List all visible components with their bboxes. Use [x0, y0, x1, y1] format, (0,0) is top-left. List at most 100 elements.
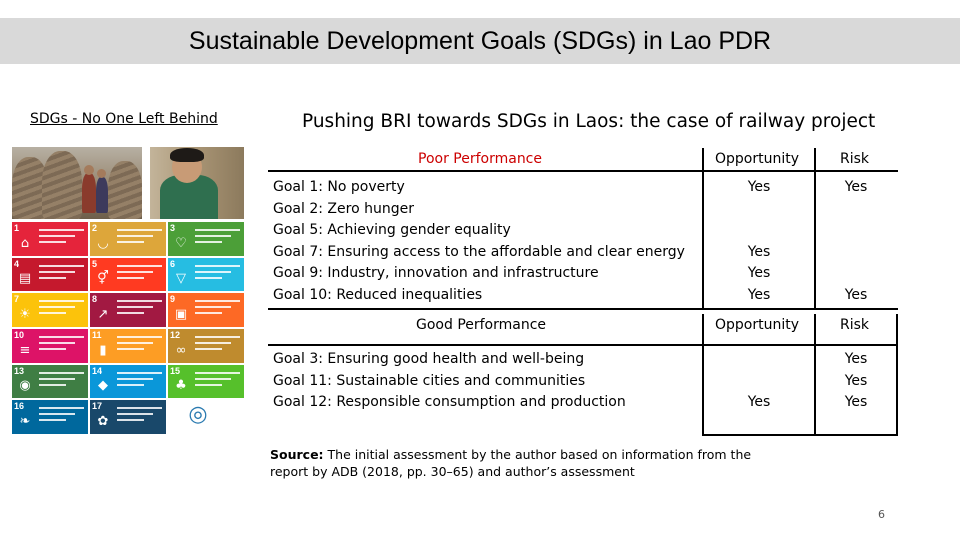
sdg-tile-number: 3	[170, 223, 176, 233]
sdg-tile-3: 3 ♡	[168, 222, 244, 256]
goal-row: Goal 2: Zero hunger	[273, 199, 685, 221]
good-performance-header: Good Performance	[416, 317, 547, 333]
good-opportunity-column: Yes	[704, 349, 814, 414]
sdg-tile-number: 6	[170, 258, 176, 269]
opportunity-cell	[704, 199, 814, 221]
sdg-tile-number: 12	[170, 330, 181, 340]
sdg-wheel-icon: ◎	[188, 401, 208, 427]
sdg-tile-number: 1	[14, 223, 20, 233]
family-icon: ⌂	[20, 235, 30, 251]
goal-text: Responsible consumption and production	[331, 394, 626, 410]
sdg-tile-number: 15	[170, 365, 181, 376]
risk-cell	[816, 220, 896, 242]
sdg-tile-number: 16	[14, 401, 25, 412]
right-heading: Pushing BRI towards SDGs in Laos: the ca…	[302, 111, 876, 132]
sdg-tile-number: 2	[92, 223, 98, 233]
sdg-tile-16: 16 ❧	[12, 400, 88, 434]
goal-text: Industry, innovation and infrastructure	[322, 265, 599, 281]
sdg-tile-11: 11 ▮	[90, 329, 166, 363]
tree-icon: ♣	[175, 378, 187, 394]
sdg-tile-17: 17 ✿	[90, 400, 166, 434]
goal-label: Goal 5:	[273, 222, 323, 238]
sdg-tile-5: 5 ⚥	[90, 257, 166, 292]
risk-cell	[816, 263, 896, 285]
good-risk-column: Yes Yes Yes	[816, 349, 896, 414]
sdg-tile-8: 8 ↗	[90, 293, 166, 327]
risk-header-2: Risk	[840, 317, 870, 333]
poor-opportunity-column: Yes Yes Yes Yes	[704, 177, 814, 306]
sdg-tile-6: 6 ▽	[168, 257, 244, 292]
sdg-tile-14: 14 ◆	[90, 364, 166, 399]
sdg-tile-13: 13 ◉	[12, 364, 88, 399]
opportunity-header-2: Opportunity	[715, 317, 800, 333]
sdg-tile-number: 4	[14, 258, 20, 269]
man-photo	[150, 147, 244, 219]
opportunity-cell	[704, 220, 814, 242]
risk-cell: Yes	[844, 351, 868, 367]
opportunity-cell: Yes	[747, 394, 771, 410]
dove-icon: ❧	[19, 413, 31, 429]
opportunity-cell	[704, 349, 814, 371]
sdg-tile-logo: ◎	[168, 400, 244, 434]
sdg-tile-15: 15 ♣	[168, 364, 244, 399]
goal-row: Goal 9: Industry, innovation and infrast…	[273, 263, 685, 285]
good-goals-list: Goal 3: Ensuring good health and well-be…	[273, 349, 626, 414]
poor-risk-column: Yes Yes	[816, 177, 896, 306]
goal-row: Goal 5: Achieving gender equality	[273, 220, 685, 242]
source-note: Source: The initial assessment by the au…	[270, 446, 770, 480]
flower-icon: ✿	[97, 413, 109, 429]
sdg-tile-7: 7 ☀	[12, 293, 88, 327]
risk-cell: Yes	[844, 286, 868, 303]
goal-label: Goal 11:	[273, 372, 332, 389]
risk-cell	[816, 242, 896, 264]
opportunity-cell: Yes	[747, 179, 771, 195]
goal-row: Goal 12: Responsible consumption and pro…	[273, 392, 626, 414]
goal-text: Achieving gender equality	[322, 222, 511, 238]
goal-text: Zero hunger	[322, 200, 414, 217]
goal-label: Goal 7:	[273, 243, 323, 260]
bowl-icon: ◡	[97, 235, 109, 251]
goal-row: Goal 3: Ensuring good health and well-be…	[273, 349, 626, 371]
book-icon: ▤	[18, 271, 32, 287]
goal-row: Goal 1: No poverty	[273, 177, 685, 199]
sdg-tile-number: 17	[92, 401, 103, 412]
poor-goals-list: Goal 1: No poverty Goal 2: Zero hunger Goa…	[273, 177, 685, 306]
page-number: 6	[878, 508, 885, 521]
sdg-tile-number: 14	[92, 365, 103, 376]
goal-row: Goal 7: Ensuring access to the affordabl…	[273, 242, 685, 264]
opportunity-cell: Yes	[747, 243, 771, 260]
sdg-tile-number: 7	[14, 294, 20, 305]
opportunity-cell: Yes	[747, 286, 771, 303]
goal-text: Ensuring access to the affordable and cl…	[322, 243, 685, 260]
sdg-tile-number: 13	[14, 365, 25, 376]
slide-title: Sustainable Development Goals (SDGs) in …	[188, 26, 772, 55]
goal-label: Goal 3:	[273, 351, 323, 367]
infinity-icon: ∞	[175, 342, 187, 358]
growth-chart-icon: ↗	[97, 306, 109, 322]
buildings-icon: ▮	[99, 342, 107, 358]
goal-label: Goal 1:	[273, 179, 323, 195]
goal-label: Goal 9:	[273, 265, 323, 281]
sdg-goals-grid: 1 ⌂ 2 ◡ 3 ♡ 4 ▤ 5 ⚥ 6 ▽ 7 ☀ 8 ↗ 9 ▣ 10 ≡ 11 ▮ 12 ∞ 13 ◉ 14 ◆ 15 ♣ 16 ❧ 1…	[12, 222, 244, 434]
goal-text: Sustainable cities and communities	[331, 372, 586, 389]
goal-label: Goal 12:	[273, 394, 332, 410]
sdg-tile-10: 10 ≡	[12, 329, 88, 363]
goal-label: Goal 10:	[273, 286, 332, 303]
sdg-tile-2: 2 ◡	[90, 222, 166, 256]
sdg-tile-number: 9	[170, 294, 176, 305]
sdg-tile-12: 12 ∞	[168, 329, 244, 363]
water-icon: ▽	[176, 271, 186, 287]
sdg-tile-4: 4 ▤	[12, 257, 88, 292]
goal-row: Goal 10: Reduced inequalities	[273, 285, 685, 307]
goal-row: Goal 11: Sustainable cities and communit…	[273, 371, 626, 393]
assessment-table: Poor Performance Opportunity Risk Goal 1…	[268, 148, 898, 436]
sun-icon: ☀	[19, 306, 31, 322]
goal-text: Reduced inequalities	[331, 286, 483, 303]
left-heading: SDGs - No One Left Behind	[30, 111, 218, 127]
opportunity-header: Opportunity	[715, 151, 800, 167]
children-photo	[12, 147, 142, 219]
risk-cell: Yes	[844, 179, 868, 195]
poor-performance-header: Poor Performance	[418, 151, 542, 167]
cubes-icon: ▣	[174, 306, 188, 322]
slide-title-bar: Sustainable Development Goals (SDGs) in …	[0, 18, 960, 64]
